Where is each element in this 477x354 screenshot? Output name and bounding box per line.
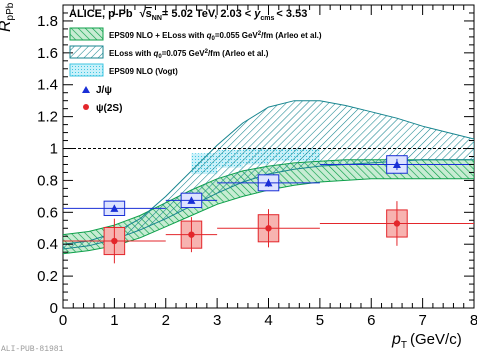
jpsi-point-2 bbox=[217, 174, 320, 192]
y-tick-label-8: 1.6 bbox=[37, 45, 58, 62]
jpsi-marker-0 bbox=[110, 204, 119, 212]
legend-band2-post: =0.075 GeV bbox=[162, 49, 206, 58]
legend-marker-jpsi bbox=[82, 86, 90, 93]
legend-marker-psi2s bbox=[83, 104, 89, 110]
y-axis-title-sub: pPb bbox=[5, 2, 16, 20]
x-tick-label-0: 0 bbox=[59, 312, 67, 329]
y-tick-label-2: 0.4 bbox=[37, 236, 58, 253]
header-sqrt: √ bbox=[140, 8, 147, 20]
psi2s-point-2 bbox=[217, 209, 320, 248]
legend-band1-unit: /fm (Arleo et al.) bbox=[261, 31, 322, 40]
legend-jpsi: J/ψ bbox=[96, 85, 112, 96]
jpsi-marker-3 bbox=[392, 160, 401, 168]
x-axis-title-unit: (GeV/c) bbox=[410, 331, 462, 348]
psi2s-point-3 bbox=[319, 201, 474, 246]
legend-band2: ELoss with q0=0.075 GeV2/fm (Arleo et al… bbox=[109, 49, 269, 60]
psi2s-marker-0 bbox=[111, 237, 118, 245]
y-tick-label-9: 1.8 bbox=[37, 13, 58, 30]
watermark: ALI-PUB-81981 bbox=[1, 345, 64, 354]
y-tick-label-6: 1.2 bbox=[37, 109, 58, 126]
header-s: s bbox=[146, 8, 152, 20]
data-points bbox=[63, 155, 474, 264]
x-axis-title-sub: T bbox=[401, 340, 407, 351]
x-tick-label-5: 5 bbox=[316, 312, 324, 329]
legend-band1-pre: EPS09 NLO + ELoss with bbox=[109, 31, 207, 40]
x-tick-label-2: 2 bbox=[162, 312, 170, 329]
x-tick-label-6: 6 bbox=[367, 312, 375, 329]
legend-band1-qsub: 0 bbox=[211, 36, 215, 42]
legend-band1-q: q bbox=[207, 31, 212, 40]
y-tick-label-0: 0 bbox=[50, 300, 58, 317]
y-tick-label-7: 1.4 bbox=[37, 77, 58, 94]
x-tick-label-4: 4 bbox=[264, 312, 272, 329]
legend-psi2s: ψ(2S) bbox=[96, 103, 122, 114]
header-range-end: < 3.53 bbox=[276, 8, 307, 20]
legend-band1-post: =0.055 GeV bbox=[215, 31, 259, 40]
psi2s-marker-1 bbox=[188, 231, 195, 238]
x-tick-label-7: 7 bbox=[418, 312, 426, 329]
legend-swatch-band3 bbox=[69, 63, 104, 77]
chart-header: ALICE, p-Pb √sNN= 5.02 TeV, 2.03 < ycms <… bbox=[69, 8, 307, 22]
y-tick-label-3: 0.6 bbox=[37, 204, 58, 221]
legend-swatch-band1 bbox=[69, 27, 104, 41]
y-axis-title: RpPb bbox=[0, 2, 16, 32]
legend-band2-q: q bbox=[153, 49, 158, 58]
band-eloss bbox=[63, 100, 474, 250]
header-y: y bbox=[253, 8, 261, 20]
y-axis-title-main: R bbox=[0, 20, 14, 32]
jpsi-marker-1 bbox=[187, 196, 196, 204]
legend: EPS09 NLO + ELoss with q0=0.055 GeV2/fm … bbox=[69, 27, 322, 114]
y-tick-label-4: 0.8 bbox=[37, 172, 58, 189]
x-axis-title: pT (GeV/c) bbox=[391, 331, 462, 351]
legend-band1: EPS09 NLO + ELoss with q0=0.055 GeV2/fm … bbox=[109, 31, 322, 42]
legend-band2-pre: ELoss with bbox=[109, 49, 153, 58]
psi2s-point-0 bbox=[63, 218, 166, 264]
legend-band3: EPS09 NLO (Vogt) bbox=[109, 67, 178, 76]
header-experiment: ALICE, p-Pb bbox=[69, 8, 133, 20]
jpsi-point-1 bbox=[165, 192, 218, 209]
y-tick-label-5: 1 bbox=[50, 141, 58, 158]
legend-band2-qsub: 0 bbox=[158, 54, 162, 60]
psi2s-marker-2 bbox=[265, 225, 272, 232]
x-tick-label-1: 1 bbox=[110, 312, 118, 329]
jpsi-point-0 bbox=[63, 200, 166, 217]
legend-band2-unit: /fm (Arleo et al.) bbox=[208, 49, 269, 58]
jpsi-point-3 bbox=[319, 155, 474, 174]
x-axis-title-main: p bbox=[391, 331, 401, 348]
header-nn: NN bbox=[152, 15, 162, 22]
psi2s-point-1 bbox=[165, 217, 218, 253]
y-tick-label-1: 0.2 bbox=[37, 268, 58, 285]
x-tick-label-3: 3 bbox=[213, 312, 221, 329]
jpsi-marker-2 bbox=[264, 178, 273, 187]
x-tick-label-8: 8 bbox=[470, 312, 477, 329]
psi2s-marker-3 bbox=[393, 220, 401, 227]
legend-swatch-band2 bbox=[69, 45, 104, 59]
legend-band1-exp: 2 bbox=[258, 31, 262, 37]
legend-band2-exp: 2 bbox=[205, 49, 209, 55]
axes: 0 1 2 3 4 5 6 7 8 0 0.2 0.4 0.6 0.8 1 1.2 1.4 1.6 1.8 bbox=[37, 4, 477, 329]
header-energy: = 5.02 TeV, 2.03 < bbox=[162, 8, 251, 20]
header-cms: cms bbox=[260, 15, 274, 22]
